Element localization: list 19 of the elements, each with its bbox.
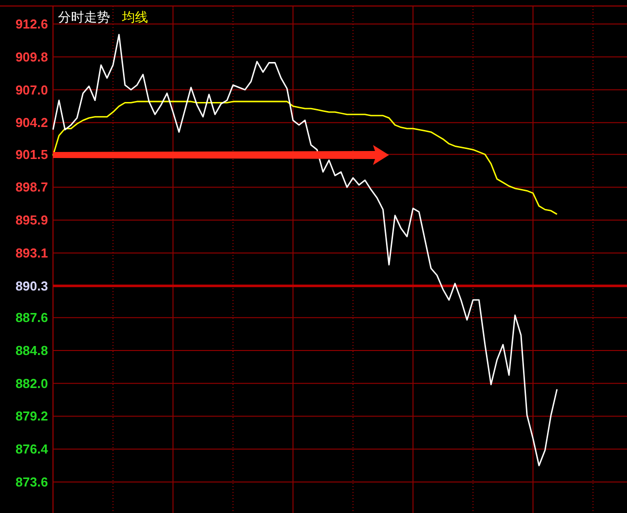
y-tick-label: 904.2 [15, 115, 48, 130]
y-tick-label: 879.2 [15, 408, 48, 424]
y-tick-label: 873.6 [15, 474, 48, 490]
text: 均线 [121, 10, 148, 26]
y-tick-label: 882.0 [15, 376, 48, 391]
y-tick-label: 884.8 [15, 342, 48, 358]
y-tick-label: 893.1 [15, 246, 48, 260]
y-tick-label: 898.7 [15, 180, 48, 195]
y-tick-label: 876.4 [15, 442, 49, 457]
y-tick-label: 912.6 [15, 16, 48, 32]
y-tick-label: 909.8 [15, 49, 48, 64]
y-tick-label: 895.9 [15, 212, 48, 228]
y-tick-label: 907.0 [15, 82, 48, 98]
line-series [52, 100, 558, 215]
line-series [52, 34, 558, 466]
y-tick-label: 890.3 [15, 278, 48, 294]
y-tick-label: 901.5 [15, 146, 48, 162]
chart-title: 分时走势 [58, 10, 110, 26]
y-tick-label: 887.6 [15, 310, 48, 326]
